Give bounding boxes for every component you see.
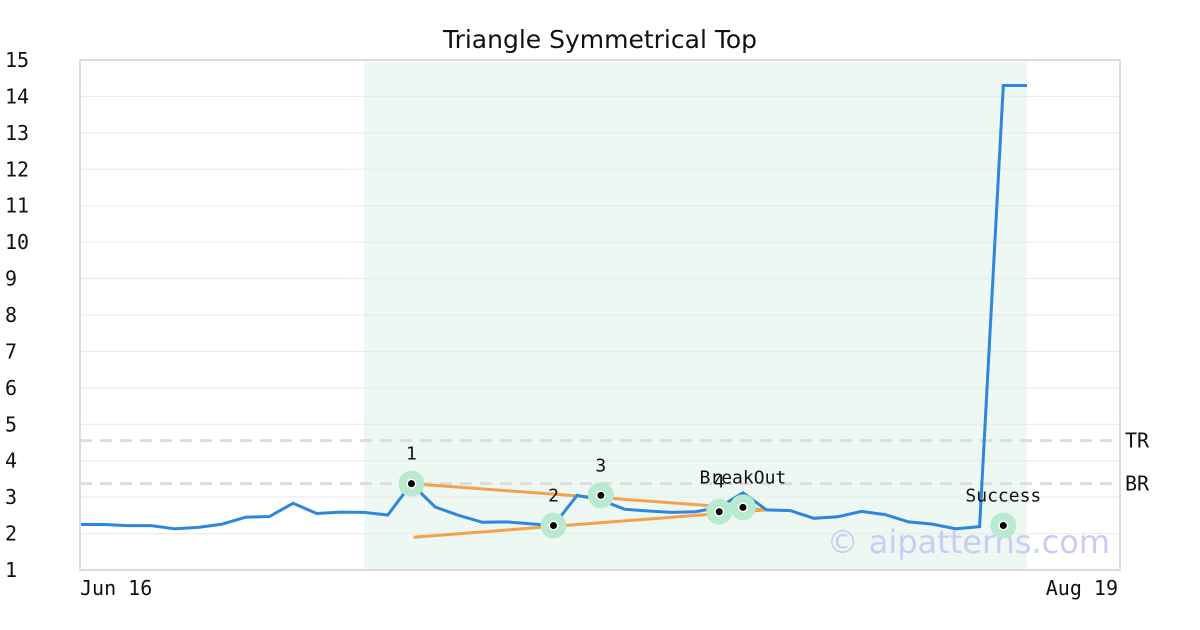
y-tick-label-6: 6 <box>5 376 17 400</box>
marker-dot-breakout <box>739 503 747 511</box>
y-tick-label-10: 10 <box>5 230 29 254</box>
y-tick-label-5: 5 <box>5 412 17 436</box>
marker-label-3: 3 <box>595 455 606 476</box>
y-tick-label-4: 4 <box>5 449 17 473</box>
marker-dot-3 <box>597 491 605 499</box>
y-tick-label-13: 13 <box>5 121 29 145</box>
marker-label-2: 2 <box>548 486 559 507</box>
y-tick-label-3: 3 <box>5 485 17 509</box>
reference-label-br: BR <box>1125 472 1150 496</box>
x-tick-end: Aug 19 <box>1046 576 1118 600</box>
watermark: © aipatterns.com <box>827 523 1110 561</box>
plot-frame <box>79 59 1121 571</box>
marker-label-success: Success <box>965 486 1041 507</box>
y-tick-label-12: 12 <box>5 157 29 181</box>
marker-label-4: 4 <box>714 472 725 493</box>
marker-dot-4 <box>715 508 723 516</box>
chart-title: Triangle Symmetrical Top <box>442 25 757 54</box>
y-tick-label-1: 1 <box>5 558 17 582</box>
y-tick-label-2: 2 <box>5 522 17 546</box>
marker-label-breakout: BreakOut <box>700 467 787 488</box>
y-tick-label-11: 11 <box>5 194 29 218</box>
y-tick-label-8: 8 <box>5 303 17 327</box>
y-tick-label-15: 15 <box>5 48 29 72</box>
reference-label-tr: TR <box>1125 429 1150 453</box>
marker-label-1: 1 <box>406 444 417 465</box>
x-tick-start: Jun 16 <box>80 576 152 600</box>
y-tick-label-14: 14 <box>5 84 29 108</box>
y-tick-label-7: 7 <box>5 339 17 363</box>
marker-dot-success <box>999 522 1007 530</box>
marker-dot-2 <box>550 522 557 530</box>
y-tick-label-9: 9 <box>5 267 17 291</box>
marker-dot-1 <box>407 480 415 488</box>
